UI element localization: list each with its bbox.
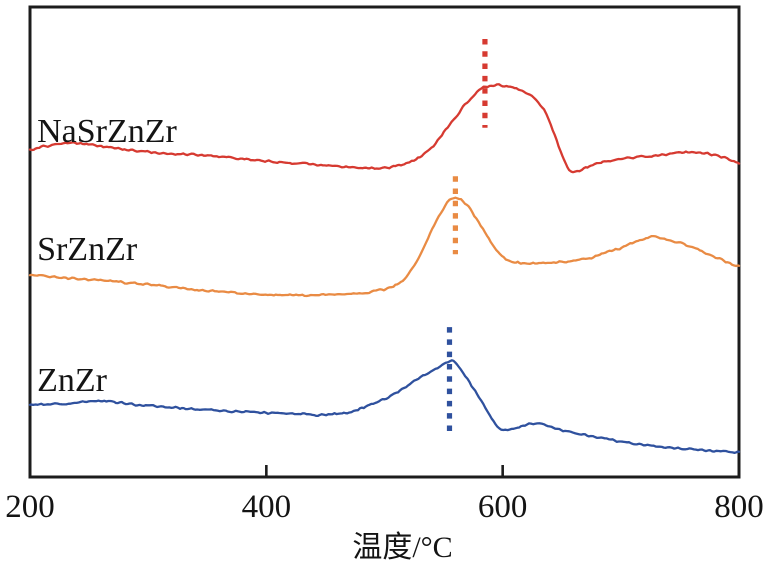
curve-label-srznzr: SrZnZr — [37, 231, 138, 268]
curve-srznzr — [28, 196, 741, 298]
curves — [28, 83, 741, 455]
plot-border — [28, 5, 741, 479]
curve-label-nasrznzr: NaSrZnZr — [37, 113, 177, 150]
x-tick-label-400: 400 — [242, 489, 292, 525]
x-tick-label-800: 800 — [714, 489, 764, 525]
curve-nasrznzr — [28, 83, 741, 174]
x-axis-ticks — [265, 465, 504, 476]
peak-markers — [446, 38, 488, 438]
x-axis-title: 温度/°C — [352, 531, 452, 564]
curve-znzr — [28, 359, 741, 455]
x-tick-label-200: 200 — [5, 489, 55, 525]
curve-label-znzr: ZnZr — [37, 362, 108, 399]
x-tick-label-600: 600 — [478, 489, 528, 525]
